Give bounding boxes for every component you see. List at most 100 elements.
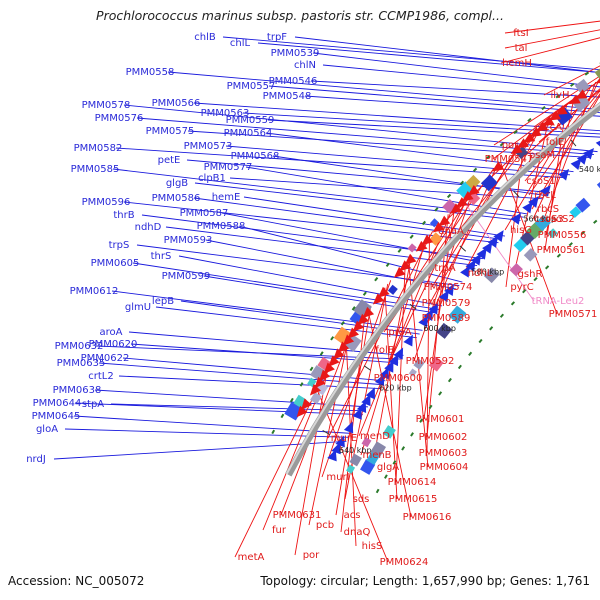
forward-gene-label[interactable]: chlB xyxy=(194,32,216,43)
forward-gene-label[interactable]: PMM0620 xyxy=(89,339,138,350)
reverse-gene-label[interactable]: PMM0604 xyxy=(420,462,469,473)
forward-gene-label[interactable]: PMM0586 xyxy=(152,193,201,204)
reverse-gene-label[interactable]: PMM0603 xyxy=(419,448,468,459)
forward-gene-label[interactable]: lepB xyxy=(152,296,174,307)
forward-gene-label[interactable]: PMM0575 xyxy=(146,126,195,137)
forward-gene-label[interactable]: thrS xyxy=(151,251,172,262)
forward-gene-label[interactable]: PMM0622 xyxy=(81,353,130,364)
reverse-gene-label[interactable]: menD xyxy=(360,431,390,442)
reverse-gene-label[interactable]: PMM0600 xyxy=(374,373,423,384)
forward-gene-label[interactable]: aroA xyxy=(100,327,123,338)
forward-gene-label[interactable]: PMM0599 xyxy=(162,271,211,282)
forward-gene-label[interactable]: PMM0548 xyxy=(263,91,312,102)
forward-gene-label[interactable]: PMM0559 xyxy=(226,115,275,126)
reverse-gene-label[interactable]: PMM0579 xyxy=(422,298,471,309)
forward-gene-label[interactable]: glgB xyxy=(166,178,188,189)
reverse-gene-label[interactable]: folE xyxy=(546,137,565,148)
reverse-gene-label[interactable]: tal xyxy=(515,43,528,54)
forward-gene-label[interactable]: PMM0635 xyxy=(57,358,106,369)
forward-gene-label[interactable]: gloA xyxy=(36,424,58,435)
forward-gene-label[interactable]: PMM0539 xyxy=(271,48,320,59)
reverse-gene-label[interactable]: PMM0614 xyxy=(388,477,437,488)
reverse-gene-label[interactable]: accA xyxy=(538,122,562,133)
reverse-gene-label[interactable]: ftsI xyxy=(513,28,528,39)
reverse-gene-label[interactable]: PMM0592 xyxy=(406,356,455,367)
reverse-gene-label[interactable]: proA xyxy=(388,327,411,338)
reverse-gene-label[interactable]: por xyxy=(502,140,519,151)
forward-gene-label[interactable]: trpS xyxy=(109,240,130,251)
reverse-gene-label[interactable]: metA xyxy=(238,552,265,563)
forward-gene-label[interactable]: PMM0568 xyxy=(231,151,280,162)
forward-gene-label[interactable]: PMM0576 xyxy=(95,113,144,124)
forward-gene-label[interactable]: PMM0588 xyxy=(197,221,246,232)
reverse-gene-label[interactable]: psaM xyxy=(529,150,555,161)
forward-gene-label[interactable]: PMM0558 xyxy=(126,67,175,78)
forward-gene-label[interactable]: nrdJ xyxy=(26,454,46,465)
reverse-gene-label[interactable]: sds xyxy=(353,494,370,505)
forward-gene-label[interactable]: PMM0596 xyxy=(82,197,131,208)
reverse-gene-label[interactable]: PMM0561 xyxy=(537,245,586,256)
reverse-gene-label[interactable]: fur xyxy=(272,525,287,536)
forward-gene-label[interactable]: PMM0593 xyxy=(164,235,213,246)
forward-gene-label[interactable]: PMM0546 xyxy=(269,76,318,87)
forward-gene-label[interactable]: PMM0638 xyxy=(53,385,102,396)
forward-gene-label[interactable]: PMM0645 xyxy=(32,411,81,422)
forward-gene-label[interactable]: PMM0585 xyxy=(71,164,120,175)
reverse-gene-label[interactable]: dnaA xyxy=(438,226,464,237)
reverse-gene-label[interactable]: csoS3 xyxy=(534,214,564,225)
reverse-gene-label[interactable]: PMM0602 xyxy=(419,432,468,443)
reverse-gene-label[interactable]: rbcL xyxy=(534,190,556,201)
forward-gene-label[interactable]: PMM0557 xyxy=(227,81,276,92)
reverse-gene-label[interactable]: glgA xyxy=(377,462,399,473)
reverse-gene-label[interactable]: rbcS xyxy=(537,204,559,215)
reverse-gene-label[interactable]: PMM0601 xyxy=(416,414,465,425)
reverse-gene-label[interactable]: PMM0574 xyxy=(424,282,473,293)
reverse-gene-label[interactable]: pyrC xyxy=(510,282,533,293)
reverse-gene-label[interactable]: trpA xyxy=(434,263,455,274)
reverse-gene-label[interactable]: csoS1 xyxy=(526,176,556,187)
forward-gene-label[interactable]: thrB xyxy=(113,210,134,221)
forward-gene-label[interactable]: PMM0563 xyxy=(201,108,250,119)
reverse-gene-label[interactable]: murI xyxy=(326,472,349,483)
reverse-gene-label[interactable]: PMM0547 xyxy=(485,154,534,165)
reverse-gene-label[interactable]: menB xyxy=(362,450,391,461)
forward-gene-label[interactable]: ndhD xyxy=(135,222,162,233)
forward-gene-label[interactable]: hemE xyxy=(212,192,241,203)
forward-gene-label[interactable]: PMM0644 xyxy=(33,398,82,409)
reverse-gene-label[interactable]: murE xyxy=(331,433,358,444)
forward-gene-label[interactable]: PMM0582 xyxy=(74,143,123,154)
forward-gene-label[interactable]: PMM0577 xyxy=(204,162,253,173)
forward-gene-label[interactable]: stpA xyxy=(82,399,104,410)
reverse-gene-label[interactable]: PMM0616 xyxy=(403,512,452,523)
forward-gene-label[interactable]: PMM0573 xyxy=(184,141,233,152)
forward-gene-label[interactable]: PMM0587 xyxy=(180,208,229,219)
reverse-gene-label[interactable]: dnaQ xyxy=(344,527,371,538)
forward-gene-label[interactable]: petE xyxy=(158,155,181,166)
reverse-gene-label[interactable]: ilvH xyxy=(551,90,570,101)
reverse-gene-label[interactable]: ndhL xyxy=(468,268,493,279)
forward-gene-label[interactable]: PMM0564 xyxy=(224,128,273,139)
forward-gene-label[interactable]: clpB1 xyxy=(198,173,226,184)
forward-gene-label[interactable]: PMM0566 xyxy=(152,98,201,109)
reverse-gene-label[interactable]: pcb xyxy=(316,520,334,531)
forward-gene-label[interactable]: PMM0612 xyxy=(70,286,119,297)
forward-gene-label[interactable]: PMM0605 xyxy=(91,258,140,269)
reverse-gene-label[interactable]: PMM0615 xyxy=(389,494,438,505)
forward-gene-label[interactable]: chlN xyxy=(294,60,316,71)
reverse-gene-label[interactable]: PMM0624 xyxy=(380,557,429,568)
reverse-gene-label[interactable]: hisS xyxy=(362,541,383,552)
reverse-gene-label[interactable]: PMM0631 xyxy=(273,510,322,521)
reverse-gene-label[interactable]: hisG xyxy=(510,225,532,236)
forward-gene-label[interactable]: trpF xyxy=(267,32,287,43)
forward-gene-label[interactable]: PMM0632 xyxy=(55,341,104,352)
reverse-gene-label[interactable]: PMM0556 xyxy=(538,230,587,241)
reverse-gene-label[interactable]: por xyxy=(303,550,320,561)
rna-gene-label[interactable]: tRNA-Leu2 xyxy=(532,296,585,307)
reverse-gene-label[interactable]: hemH xyxy=(502,58,532,69)
reverse-gene-label[interactable]: PMM0571 xyxy=(549,309,598,320)
reverse-gene-label[interactable]: gshR xyxy=(518,269,543,280)
forward-gene-label[interactable]: PMM0578 xyxy=(82,100,131,111)
forward-gene-label[interactable]: crtL2 xyxy=(88,371,113,382)
reverse-gene-label[interactable]: folB xyxy=(375,345,394,356)
reverse-gene-label[interactable]: acs xyxy=(344,510,361,521)
